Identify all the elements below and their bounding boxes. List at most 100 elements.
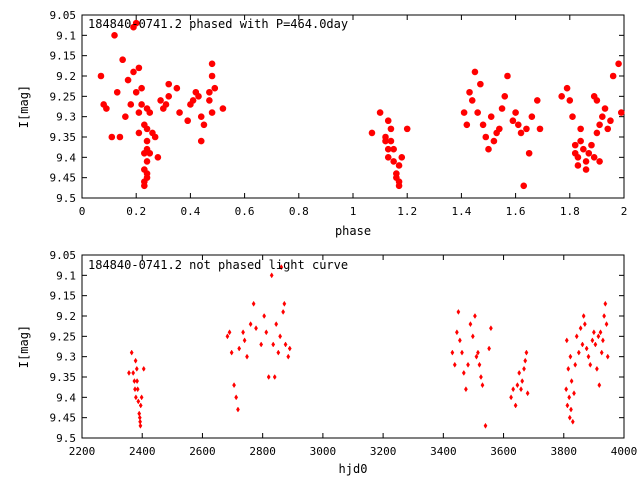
chart-title: 184840-0741.2 phased with P=464.0day — [88, 17, 348, 31]
data-point — [604, 125, 612, 133]
data-point — [490, 137, 498, 145]
data-point — [596, 158, 603, 165]
x-tick-label: 3200 — [370, 445, 397, 458]
data-point — [135, 129, 143, 137]
x-tick-label: 0.6 — [235, 205, 255, 218]
data-point — [274, 321, 279, 328]
data-point — [384, 154, 392, 161]
chart-panel-unphased: 2200 2400 2600 2800 3000 3200 3400 3600 3800 4000… — [17, 249, 637, 476]
y-tick-label: 9.45 — [50, 412, 77, 425]
data-point — [520, 182, 528, 190]
data-point — [536, 125, 544, 133]
data-point — [558, 93, 565, 100]
y-tick-label: 9.05 — [50, 249, 77, 262]
data-point — [533, 97, 541, 104]
data-point — [584, 345, 589, 352]
data-point — [237, 345, 242, 352]
data-point — [574, 333, 579, 340]
data-point — [603, 300, 608, 307]
plot-frame — [81, 254, 625, 439]
data-point — [578, 325, 583, 332]
data-point — [466, 361, 470, 368]
data-point — [134, 365, 139, 372]
data-point — [566, 365, 571, 372]
data-point — [509, 394, 513, 401]
data-point — [477, 80, 484, 88]
y-tick-label: 9.3 — [56, 351, 76, 364]
data-point — [234, 394, 239, 401]
data-point — [241, 329, 245, 336]
data-point — [522, 365, 526, 372]
x-tick-label: 2 — [621, 205, 628, 218]
data-point — [135, 64, 143, 72]
data-point — [103, 105, 110, 112]
data-point — [189, 97, 197, 104]
data-point — [452, 361, 457, 368]
data-point — [269, 272, 274, 279]
y-tick-label: 9.15 — [50, 290, 77, 303]
data-point — [390, 158, 397, 165]
data-point — [259, 341, 264, 348]
data-point — [116, 133, 124, 141]
data-point — [278, 333, 283, 340]
data-point — [474, 353, 479, 360]
data-point — [133, 357, 138, 364]
data-point — [523, 125, 530, 133]
data-point — [515, 382, 520, 389]
data-point — [567, 394, 572, 401]
x-tick-label: 1.4 — [451, 205, 471, 218]
data-point — [468, 321, 473, 328]
data-point — [519, 386, 523, 393]
data-point — [569, 378, 574, 385]
data-point — [525, 390, 530, 397]
data-point — [132, 19, 140, 27]
data-point — [617, 109, 625, 116]
data-point — [276, 349, 281, 356]
data-points — [127, 264, 610, 429]
y-tick-label: 9.1 — [56, 29, 76, 42]
data-point — [387, 125, 395, 133]
data-point — [264, 329, 269, 336]
data-point — [138, 402, 143, 409]
data-point — [135, 386, 140, 393]
x-tick-label: 3800 — [551, 445, 578, 458]
data-point — [245, 353, 249, 360]
data-point — [398, 154, 406, 161]
x-tick-label: 0.4 — [180, 205, 200, 218]
data-point — [266, 374, 271, 380]
data-point — [463, 121, 471, 129]
data-point — [496, 125, 503, 133]
data-point — [599, 349, 604, 356]
y-tick-label: 9.25 — [50, 90, 77, 103]
data-point — [200, 121, 208, 129]
chart-panel-phased: 0 0.2 0.4 0.6 0.8 1 1.2 1.4 1.6 1.8 2 9.05 9.1 9.15 9.… — [17, 9, 627, 238]
data-point — [582, 166, 590, 173]
data-point — [281, 308, 286, 315]
data-point — [143, 158, 151, 165]
data-point — [135, 378, 139, 385]
data-point — [131, 369, 136, 376]
data-point — [460, 349, 464, 356]
y-tick-label: 9.15 — [50, 50, 77, 63]
y-tick-label: 9.25 — [50, 330, 77, 343]
data-point — [450, 349, 455, 356]
data-point — [456, 308, 461, 315]
data-point — [607, 117, 614, 125]
x-tick-label: 1 — [350, 205, 357, 218]
data-point — [485, 145, 492, 153]
data-point — [501, 93, 509, 100]
data-point — [525, 149, 533, 157]
data-point — [242, 337, 247, 344]
data-point — [454, 329, 459, 336]
data-point — [565, 402, 570, 409]
y-tick-label: 9.4 — [56, 391, 76, 404]
x-axis-title: hjd0 — [339, 462, 368, 476]
data-point — [511, 386, 516, 393]
data-point — [577, 137, 584, 145]
x-tick-label: 0 — [79, 205, 86, 218]
x-tick-label: 4000 — [611, 445, 638, 458]
y-tick-label: 9.45 — [50, 172, 77, 185]
data-point — [286, 353, 291, 360]
data-point — [596, 121, 603, 129]
data-point — [97, 72, 105, 80]
